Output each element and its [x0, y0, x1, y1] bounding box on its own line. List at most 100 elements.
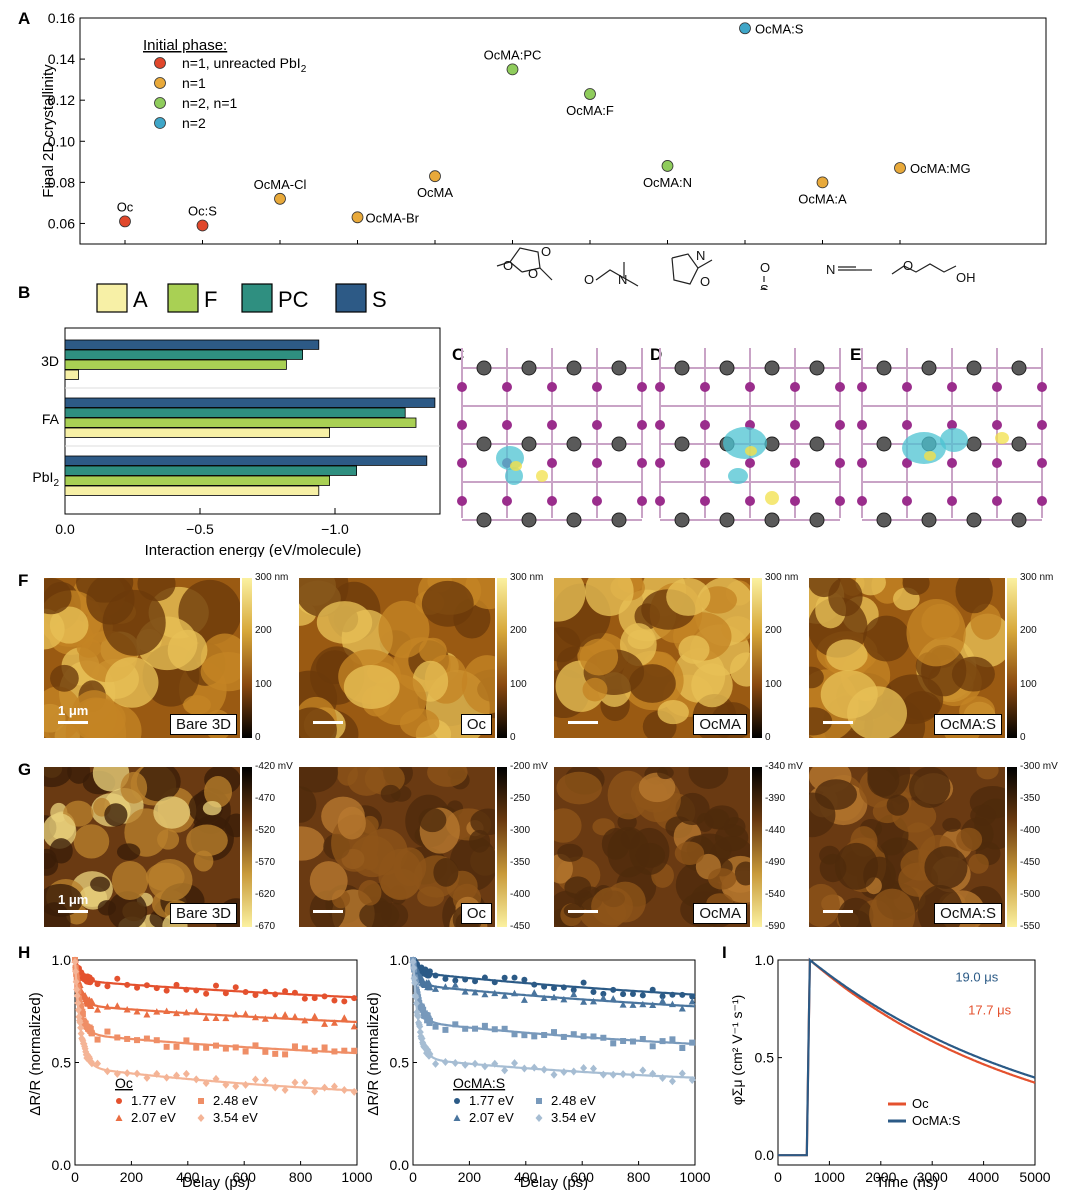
data-marker — [272, 991, 279, 998]
x-tick-label-b: −0.5 — [186, 521, 214, 537]
decay-line — [778, 957, 1036, 1157]
molecule-dmf — [595, 262, 639, 287]
data-marker — [560, 1067, 568, 1076]
structure-c — [457, 348, 647, 528]
data-marker — [291, 1013, 299, 1020]
pb-atom — [566, 360, 582, 376]
i-atom — [547, 382, 557, 392]
i-atom — [790, 496, 800, 506]
data-marker — [73, 985, 81, 994]
legend-label-h: 3.54 eV — [213, 1110, 258, 1125]
data-marker — [426, 968, 433, 975]
colorbar-tick: 300 nm — [255, 572, 289, 583]
colorbar-tick: -420 mV — [255, 761, 293, 772]
data-marker — [197, 1114, 205, 1122]
bar — [64, 455, 428, 466]
data-marker — [261, 1076, 269, 1085]
atom-label: N — [826, 262, 835, 277]
data-marker — [301, 1016, 309, 1024]
y-tick-label-i: 0.0 — [755, 1147, 775, 1163]
data-marker — [133, 1069, 141, 1078]
i-atom — [457, 382, 467, 392]
data-marker — [442, 975, 449, 982]
data-marker — [424, 1047, 432, 1056]
scatter-point — [816, 176, 829, 189]
data-marker — [203, 990, 210, 997]
bars-b: 3D FA PbI2 — [32, 339, 440, 496]
data-marker — [580, 1033, 587, 1040]
panel-i: I φΣμ (cm² V⁻¹ s⁻¹) Time (ns) 0 1000 2000 3… — [722, 943, 1051, 1191]
i-atom — [655, 382, 665, 392]
i-atom — [790, 420, 800, 430]
point-label: OcMA:MG — [910, 161, 971, 176]
data-marker — [432, 985, 440, 992]
data-marker — [426, 1017, 433, 1024]
legend-marker — [154, 97, 166, 109]
x-tick-label-i: 5000 — [1019, 1169, 1050, 1185]
data-marker — [462, 976, 469, 983]
point-label: OcMA:PC — [484, 47, 542, 62]
legend-title: Initial phase: — [143, 37, 227, 54]
x-tick-label: 0 — [71, 1169, 79, 1185]
data-marker — [426, 1049, 434, 1058]
x-tick-label: 0 — [409, 1169, 417, 1185]
molecule-methoxyethanol — [891, 263, 957, 275]
data-marker — [599, 1070, 607, 1079]
y-tick-label-a: 0.14 — [48, 51, 75, 67]
i-atom — [502, 496, 512, 506]
data-marker — [182, 1008, 190, 1016]
data-marker — [491, 1026, 498, 1033]
data-marker — [668, 1000, 676, 1008]
legend-title-h: Oc — [115, 1075, 133, 1091]
y-tick-label: 0.0 — [390, 1157, 410, 1173]
data-marker — [193, 987, 200, 994]
data-marker — [472, 978, 479, 985]
data-marker — [501, 1025, 508, 1032]
data-marker — [242, 1080, 250, 1089]
data-marker — [570, 1031, 577, 1038]
data-marker — [530, 989, 538, 996]
data-marker — [301, 1078, 309, 1087]
molecule-structures — [496, 247, 957, 290]
legend-b: A F PC S — [96, 283, 387, 313]
legend-label: n=2 — [182, 115, 206, 131]
data-marker — [301, 1045, 308, 1052]
i-atom — [947, 496, 957, 506]
scale-bar — [313, 910, 343, 913]
atom-label: O — [903, 258, 913, 273]
i-atom — [700, 496, 710, 506]
plot-frame-a — [79, 17, 1047, 245]
pb-atom — [611, 360, 627, 376]
data-marker — [511, 1031, 518, 1038]
i-atom — [502, 420, 512, 430]
data-marker — [341, 998, 348, 1005]
data-marker — [193, 1044, 200, 1051]
data-marker — [71, 957, 79, 966]
colorbar-tick: 100 — [765, 678, 782, 690]
x-axis-label-b: Interaction energy (eV/molecule) — [145, 542, 362, 557]
panel-letter-h: H — [18, 943, 30, 962]
charge-density — [728, 468, 748, 484]
data-marker — [212, 1014, 220, 1021]
data-marker — [560, 1033, 567, 1040]
atom-label: S — [760, 282, 769, 290]
kpfm-map: Bare 3D 1 μm — [44, 767, 240, 927]
i-atom — [637, 382, 647, 392]
afm-map: Bare 3D 1 μm — [44, 578, 240, 738]
data-marker — [222, 1045, 229, 1052]
data-marker — [600, 1034, 607, 1041]
data-marker — [678, 1004, 686, 1012]
data-marker — [530, 1063, 538, 1072]
i-atom — [992, 382, 1002, 392]
colorbar — [242, 578, 252, 738]
data-marker — [432, 1059, 440, 1068]
data-marker — [77, 1023, 85, 1032]
data-marker — [659, 1038, 666, 1045]
atom-label: N — [696, 248, 705, 263]
i-atom — [992, 496, 1002, 506]
panel-letter-g: G — [18, 760, 30, 779]
pb-atom — [966, 436, 982, 452]
i-atom — [1037, 382, 1047, 392]
data-marker — [659, 993, 666, 1000]
data-marker — [75, 1012, 83, 1021]
